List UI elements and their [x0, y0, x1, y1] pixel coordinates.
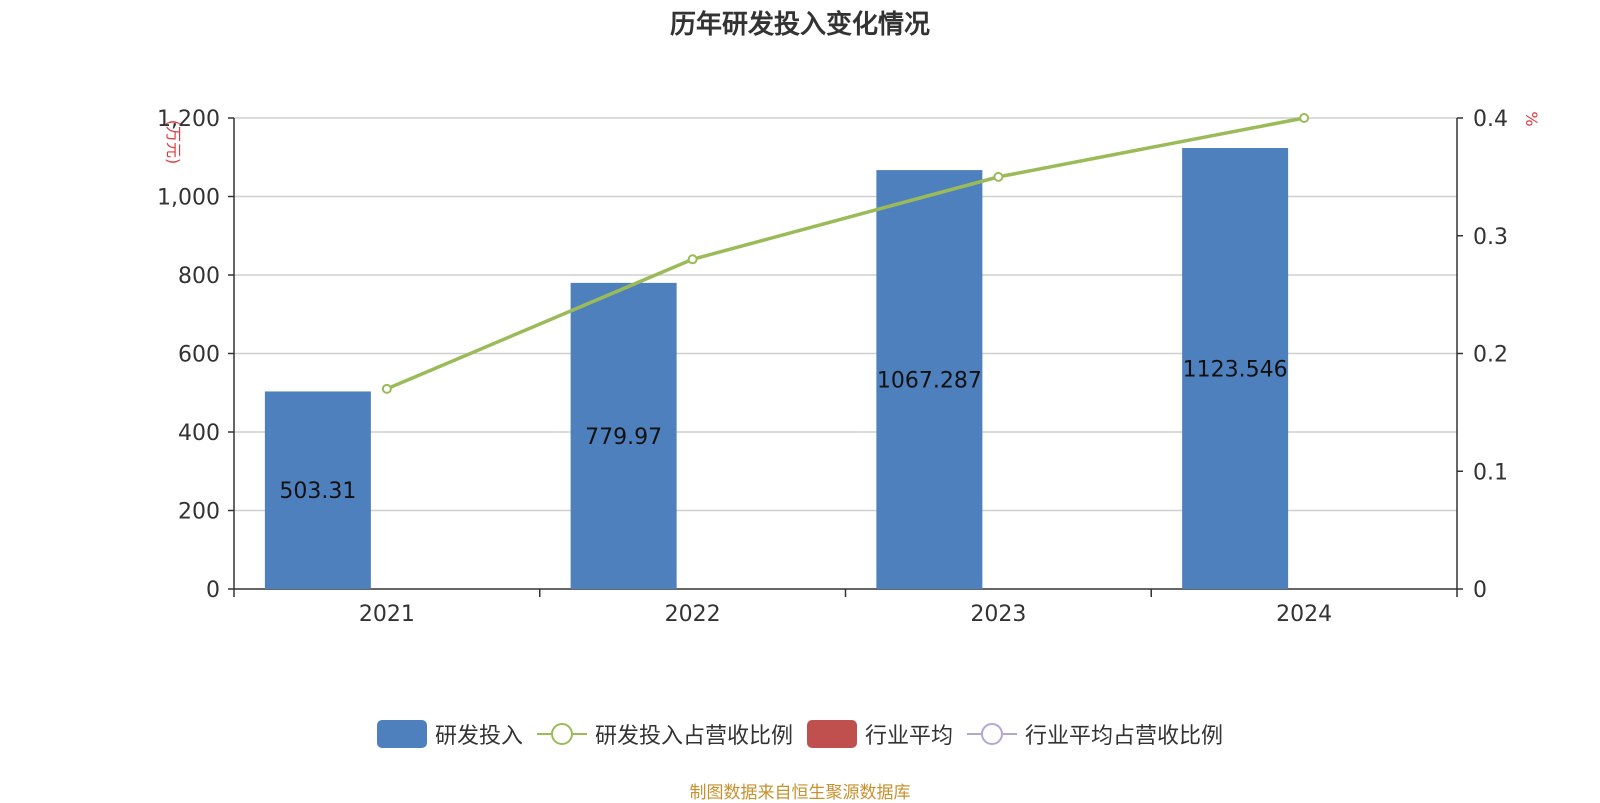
legend-item[interactable]: 行业平均占营收比例 [967, 718, 1223, 750]
x-tick-label: 2024 [1276, 602, 1332, 627]
right-tick-label: 0.2 [1473, 343, 1508, 368]
legend-item[interactable]: 研发投入占营收比例 [536, 718, 793, 750]
legend-label: 研发投入 [434, 724, 523, 749]
left-axis-unit: (万元) [164, 120, 183, 165]
left-tick-label: 800 [178, 264, 220, 289]
bar [264, 391, 371, 589]
bar-value-label: 503.31 [279, 479, 356, 504]
data-labels: 503.31 779.97 1067.287 1123.546 [279, 358, 1287, 505]
line-series [381, 113, 1310, 394]
x-tick-label: 2023 [970, 602, 1026, 627]
left-tick-label: 600 [178, 343, 220, 368]
right-axis-unit: % [1522, 111, 1541, 126]
legend-item[interactable]: 研发投入 [376, 718, 523, 750]
ratio-point [1299, 113, 1310, 123]
ratio-point [687, 254, 698, 265]
chart-title: 历年研发投入变化情况 [669, 10, 930, 40]
grid-lines [234, 117, 1457, 512]
ratio-point [381, 383, 392, 394]
right-tick-label: 0.3 [1473, 225, 1508, 250]
x-tick-label: 2021 [359, 602, 415, 627]
bar [876, 170, 983, 590]
legend: 研发投入 研发投入占营收比例 行业平均 行业平均占营收比例 [0, 718, 1600, 750]
source-note: 制图数据来自恒生聚源数据库 [689, 783, 911, 803]
x-tick-label: 2022 [665, 602, 721, 627]
bar-value-label: 1123.546 [1183, 358, 1288, 383]
left-tick-label: 400 [178, 421, 220, 446]
bar [570, 282, 677, 589]
ratio-point [993, 171, 1004, 182]
left-tick-label: 1,200 [157, 107, 220, 132]
legend-line-swatch [536, 723, 587, 745]
ratio-line [386, 116, 1305, 391]
left-tick-label: 0 [206, 578, 220, 603]
legend-bar-swatch [807, 720, 857, 748]
chart-area: 0 200 400 600 800 1,000 1,200 0 0.1 0.2 0.3 0.4 2021… [157, 107, 1541, 627]
right-tick-label: 0.1 [1473, 460, 1508, 485]
legend-bar-swatch [376, 720, 427, 748]
legend-line-swatch [967, 723, 1018, 745]
bar-value-label: 1067.287 [877, 369, 982, 394]
bar [1182, 148, 1289, 590]
legend-label: 研发投入占营收比例 [594, 724, 793, 749]
left-tick-label: 200 [178, 500, 220, 525]
legend-item[interactable]: 行业平均 [807, 718, 953, 750]
legend-label: 行业平均占营收比例 [1025, 724, 1224, 749]
bar-value-label: 779.97 [585, 425, 662, 450]
right-tick-label: 0 [1473, 578, 1487, 603]
legend-label: 行业平均 [865, 724, 954, 749]
left-tick-label: 1,000 [157, 186, 220, 211]
right-tick-label: 0.4 [1473, 107, 1508, 132]
axes: 0 200 400 600 800 1,000 1,200 0 0.1 0.2 0.3 0.4 2021… [157, 107, 1541, 627]
bar-series [264, 148, 1289, 590]
